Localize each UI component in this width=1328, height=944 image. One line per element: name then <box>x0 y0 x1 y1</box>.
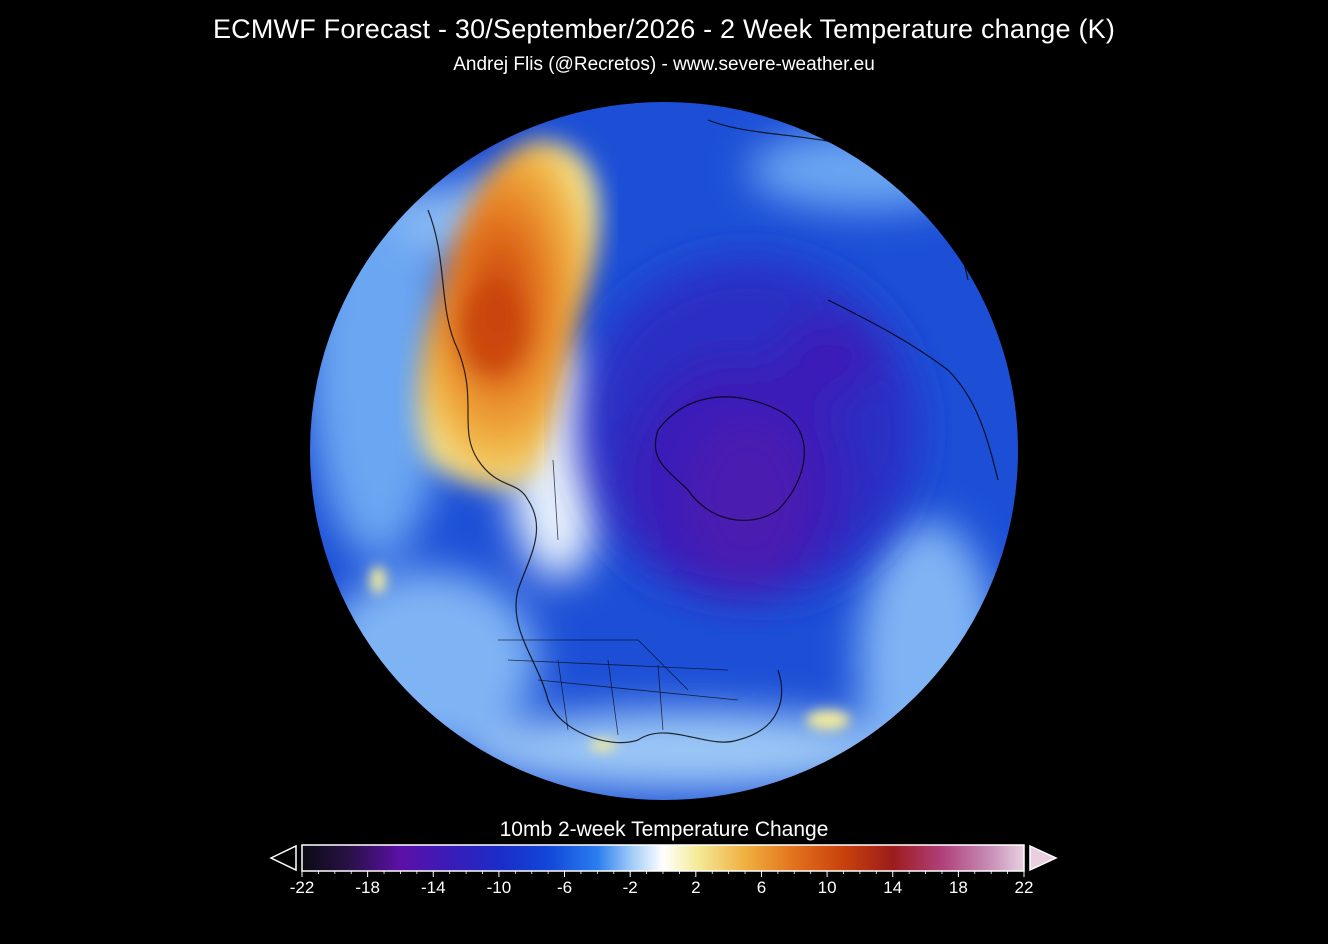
colorbar <box>268 842 1060 902</box>
warm-spots <box>370 566 850 751</box>
cold-anomaly-region <box>578 260 918 600</box>
colorbar-gradient <box>301 844 1025 872</box>
colorbar-tick-label: 2 <box>691 878 701 897</box>
colorbar-tick-label: -22 <box>289 878 315 897</box>
colorbar-max-arrow <box>1029 844 1058 872</box>
warm-anomaly-region <box>417 140 600 489</box>
colorbar-svg <box>269 844 1058 877</box>
colorbar-tick-label: -10 <box>486 878 512 897</box>
colorbar-min-arrow <box>269 844 297 872</box>
globe-svg <box>308 100 1020 802</box>
colorbar-title: 10mb 2-week Temperature Change <box>499 818 829 841</box>
colorbar-tick-label: -18 <box>355 878 380 897</box>
colorbar-ticks <box>301 871 1025 877</box>
colorbar-tick-label: 22 <box>1014 878 1034 897</box>
colorbar-tick-label: 18 <box>948 878 968 897</box>
colorbar-tick-label: -14 <box>420 878 446 897</box>
coastlines <box>427 119 999 744</box>
colorbar-tick-label: -6 <box>556 878 573 897</box>
colorbar-tick-label: -2 <box>622 878 638 897</box>
colorbar-tick-label: 6 <box>756 878 767 897</box>
colorbar-tick-label: 10 <box>817 878 837 897</box>
map-subtitle: Andrej Flis (@Recretos) - www.severe-wea… <box>453 54 875 75</box>
globe-map <box>308 100 1020 802</box>
borders <box>498 459 739 736</box>
globe-outline <box>308 100 1020 802</box>
map-title: ECMWF Forecast - 30/September/2026 - 2 W… <box>212 14 1116 44</box>
colorbar-tick-label: 14 <box>883 878 903 897</box>
